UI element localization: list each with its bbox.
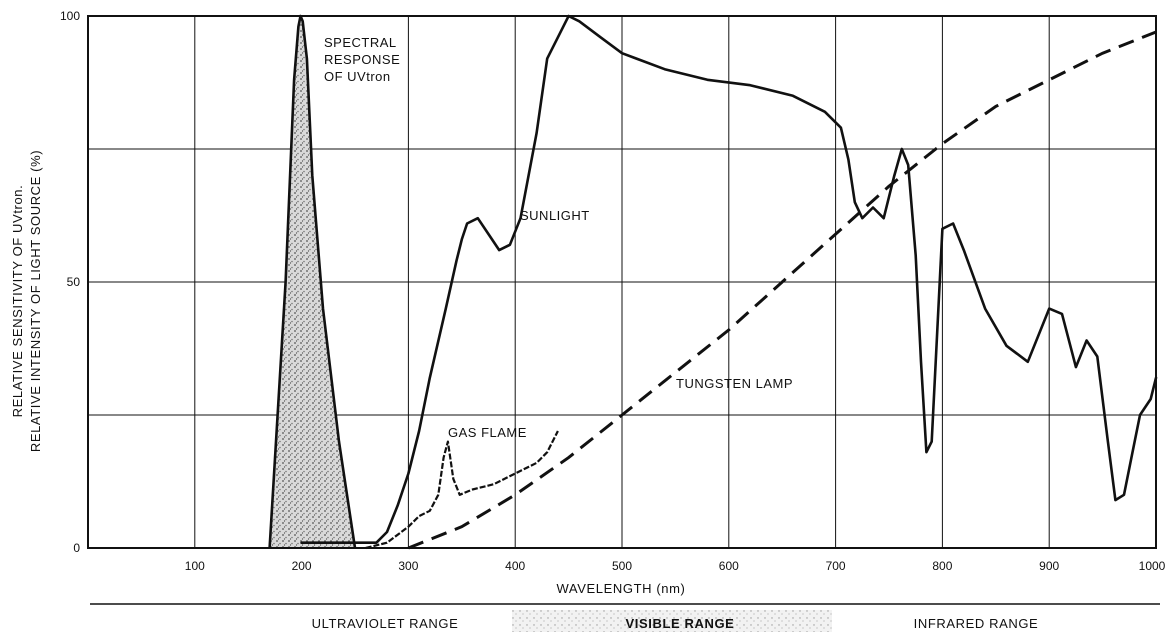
- y-axis-label: RELATIVE SENSITIVITY OF UVtron. RELATIVE…: [10, 150, 43, 452]
- ultraviolet-range-label: ULTRAVIOLET RANGE: [312, 616, 459, 631]
- uvtron-label-line-2: RESPONSE: [324, 52, 400, 67]
- x-tick-labels: 100 200 300 400 500 600 700 800 900 1000: [185, 559, 1166, 573]
- gas-flame-label: GAS FLAME: [448, 425, 527, 440]
- y-axis-label-line-1: RELATIVE SENSITIVITY OF UVtron.: [10, 185, 25, 418]
- uvtron-label: SPECTRAL RESPONSE OF UVtron: [324, 35, 400, 84]
- sunlight-line: [300, 14, 1158, 544]
- x-tick-label: 600: [719, 559, 739, 573]
- series-layer: [268, 14, 1158, 550]
- uvtron-label-line-3: OF UVtron: [324, 69, 391, 84]
- x-tick-label: 300: [398, 559, 418, 573]
- x-tick-label: 1000: [1139, 559, 1166, 573]
- y-tick-label: 100: [60, 9, 80, 23]
- y-tick-label: 0: [73, 541, 80, 555]
- x-tick-label: 700: [826, 559, 846, 573]
- x-tick-label: 200: [292, 559, 312, 573]
- y-tick-labels: 0 50 100: [60, 9, 80, 555]
- sunlight-label: SUNLIGHT: [520, 208, 590, 223]
- x-tick-label: 400: [505, 559, 525, 573]
- x-tick-label: 500: [612, 559, 632, 573]
- gas-flame-line: [365, 430, 559, 550]
- y-axis-label-line-2: RELATIVE INTENSITY OF LIGHT SOURCE (%): [28, 150, 43, 452]
- tungsten-lamp-label: TUNGSTEN LAMP: [676, 376, 793, 391]
- visible-range-shading: [512, 610, 832, 632]
- grid: [88, 16, 1156, 548]
- y-tick-label: 50: [67, 275, 81, 289]
- uvtron-response-area: [269, 16, 355, 548]
- tungsten-lamp-line: [407, 30, 1157, 550]
- x-tick-label: 100: [185, 559, 205, 573]
- infrared-range-label: INFRARED RANGE: [914, 616, 1039, 631]
- uvtron-label-line-1: SPECTRAL: [324, 35, 397, 50]
- visible-range-label: VISIBLE RANGE: [626, 616, 735, 631]
- x-tick-label: 800: [932, 559, 952, 573]
- uvtron-fill: [269, 16, 355, 548]
- x-tick-label: 900: [1039, 559, 1059, 573]
- uvtron-response-line: [268, 14, 357, 549]
- x-axis-label: WAVELENGTH (nm): [557, 581, 686, 596]
- plot-frame: [87, 15, 1157, 549]
